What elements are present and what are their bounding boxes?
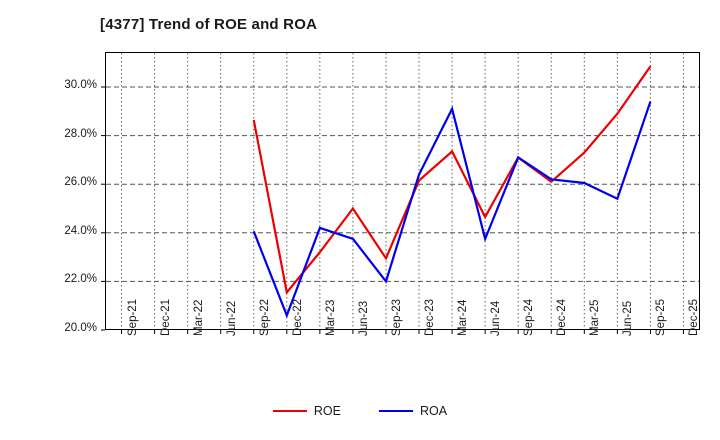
y-axis-tick-label: 28.0% (64, 127, 97, 140)
legend-line-swatch (272, 410, 307, 412)
legend-line-swatch (379, 410, 413, 412)
x-axis-tick-label: Dec-22 (291, 298, 304, 336)
x-axis-tick-label: Dec-23 (424, 298, 437, 336)
legend-label: ROE (313, 404, 341, 418)
y-axis-tick-label: 20.0% (64, 322, 97, 334)
x-axis-tick-label: Sep-23 (390, 298, 403, 336)
x-axis-tick-label: Jun-24 (490, 300, 503, 336)
chart-legend: ROE ROA (0, 404, 720, 418)
x-axis-tick-label: Dec-21 (159, 298, 172, 336)
x-axis-tick-label: Mar-23 (324, 299, 337, 336)
x-axis-tick-label: Dec-24 (556, 298, 569, 336)
y-axis-tick-label: 24.0% (64, 224, 97, 237)
x-axis-tick-label: Jun-25 (622, 300, 635, 336)
legend-entry-roe[interactable]: ROE (272, 404, 341, 418)
x-axis-tick-label: Mar-25 (589, 299, 602, 336)
y-axis-tick-label: 26.0% (64, 176, 97, 189)
chart-title: [4377] Trend of ROE and ROA (100, 16, 318, 33)
x-axis-tick-label: Sep-25 (655, 298, 668, 336)
x-axis-tick-label: Mar-24 (457, 299, 470, 336)
x-axis-tick-label: Sep-24 (523, 298, 536, 336)
x-axis-tick-label: Jun-22 (225, 300, 238, 336)
legend-label: ROA (420, 404, 448, 418)
y-axis-tick-label: 30.0% (64, 78, 97, 91)
x-axis-tick-label: Sep-21 (126, 298, 139, 336)
x-axis-tick-label: Dec-25 (688, 298, 701, 336)
y-axis-tick-label: 22.0% (64, 273, 97, 286)
plot-area (105, 52, 700, 330)
legend-entry-roa[interactable]: ROA (379, 404, 447, 418)
x-axis-tick-label: Sep-22 (258, 298, 271, 336)
x-axis-tick-label: Jun-23 (357, 300, 370, 336)
x-axis-tick-label: Mar-22 (192, 299, 205, 336)
